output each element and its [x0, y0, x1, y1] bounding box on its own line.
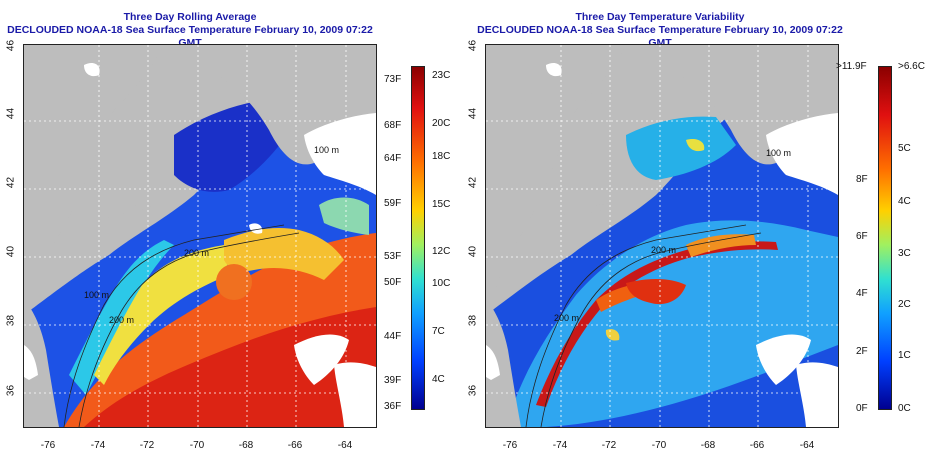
left-lat-label: 46	[5, 39, 17, 52]
left-contour-label: 100 m	[84, 290, 110, 300]
right-lat-label: 42	[467, 176, 479, 189]
left-cb-f-label: 44F	[384, 331, 402, 342]
left-cb-c-label: 7C	[432, 326, 445, 337]
left-cb-c-label: 10C	[432, 278, 451, 289]
right-lon-label: -72	[601, 440, 617, 451]
left-colorbar	[411, 66, 425, 410]
right-lat-label: 44	[467, 107, 479, 120]
left-cb-f-label: 39F	[384, 375, 402, 386]
right-colorbar	[878, 66, 892, 410]
right-cb-f-label: 0F	[856, 403, 868, 414]
left-lat-label: 42	[5, 176, 17, 189]
left-lon-label: -72	[139, 440, 155, 451]
left-lon-label: -68	[238, 440, 254, 451]
left-cb-c-label: 23C	[432, 70, 451, 81]
right-lon-label: -74	[552, 440, 568, 451]
right-lon-label: -70	[651, 440, 667, 451]
left-lon-label: -66	[287, 440, 303, 451]
right-contour-label: 100 m	[766, 148, 792, 158]
left-sst-map: 100 m 200 m 200 m 100 m	[23, 44, 377, 428]
left-cb-c-label: 15C	[432, 199, 451, 210]
left-lat-label: 36	[5, 384, 17, 397]
left-cb-f-label: 59F	[384, 198, 402, 209]
right-cb-f-label: 6F	[856, 231, 868, 242]
right-cb-f-label: 2F	[856, 346, 868, 357]
right-lat-label: 40	[467, 245, 479, 258]
left-cb-c-label: 18C	[432, 151, 451, 162]
right-cb-c-label: 2C	[898, 299, 911, 310]
left-lon-label: -74	[90, 440, 106, 451]
right-cb-c-label: 1C	[898, 350, 911, 361]
right-lon-label: -68	[700, 440, 716, 451]
left-lat-label: 38	[5, 314, 17, 327]
left-sst-map-graphic	[24, 45, 376, 427]
right-lon-label: -76	[502, 440, 518, 451]
right-lat-label: 38	[467, 314, 479, 327]
right-cb-f-label: 8F	[856, 174, 868, 185]
right-cb-c-label: >6.6C	[898, 61, 925, 72]
left-cb-f-label: 64F	[384, 153, 402, 164]
left-contour-label: 200 m	[184, 248, 210, 258]
right-cb-f-label: 4F	[856, 288, 868, 299]
right-lat-label: 46	[467, 39, 479, 52]
left-lon-label: -70	[189, 440, 205, 451]
left-cb-f-label: 36F	[384, 401, 402, 412]
right-title-line1: Three Day Temperature Variability	[575, 11, 745, 23]
left-title-line1: Three Day Rolling Average	[123, 11, 257, 23]
right-cb-c-label: 5C	[898, 143, 911, 154]
right-cb-c-label: 0C	[898, 403, 911, 414]
right-lon-label: -66	[749, 440, 765, 451]
left-lon-label: -76	[40, 440, 56, 451]
left-lat-label: 44	[5, 107, 17, 120]
left-cb-c-label: 20C	[432, 118, 451, 129]
left-lat-label: 40	[5, 245, 17, 258]
left-contour-label: 100 m	[314, 145, 340, 155]
left-cb-f-label: 68F	[384, 120, 402, 131]
right-variability-map: 100 m 200 m 200 m	[485, 44, 839, 428]
right-contour-label: 200 m	[554, 313, 580, 323]
left-cb-f-label: 50F	[384, 277, 402, 288]
left-cb-c-label: 12C	[432, 246, 451, 257]
left-cb-f-label: 53F	[384, 251, 402, 262]
left-contour-label: 200 m	[109, 315, 135, 325]
right-cb-c-label: 4C	[898, 196, 911, 207]
right-contour-label: 200 m	[651, 245, 677, 255]
right-lat-label: 36	[467, 384, 479, 397]
left-lon-label: -64	[337, 440, 353, 451]
right-lon-label: -64	[799, 440, 815, 451]
right-cb-c-label: 3C	[898, 248, 911, 259]
left-cb-c-label: 4C	[432, 374, 445, 385]
left-cb-f-label: 73F	[384, 74, 402, 85]
right-variability-map-graphic	[486, 45, 838, 427]
right-cb-f-label: >11.9F	[836, 61, 867, 72]
